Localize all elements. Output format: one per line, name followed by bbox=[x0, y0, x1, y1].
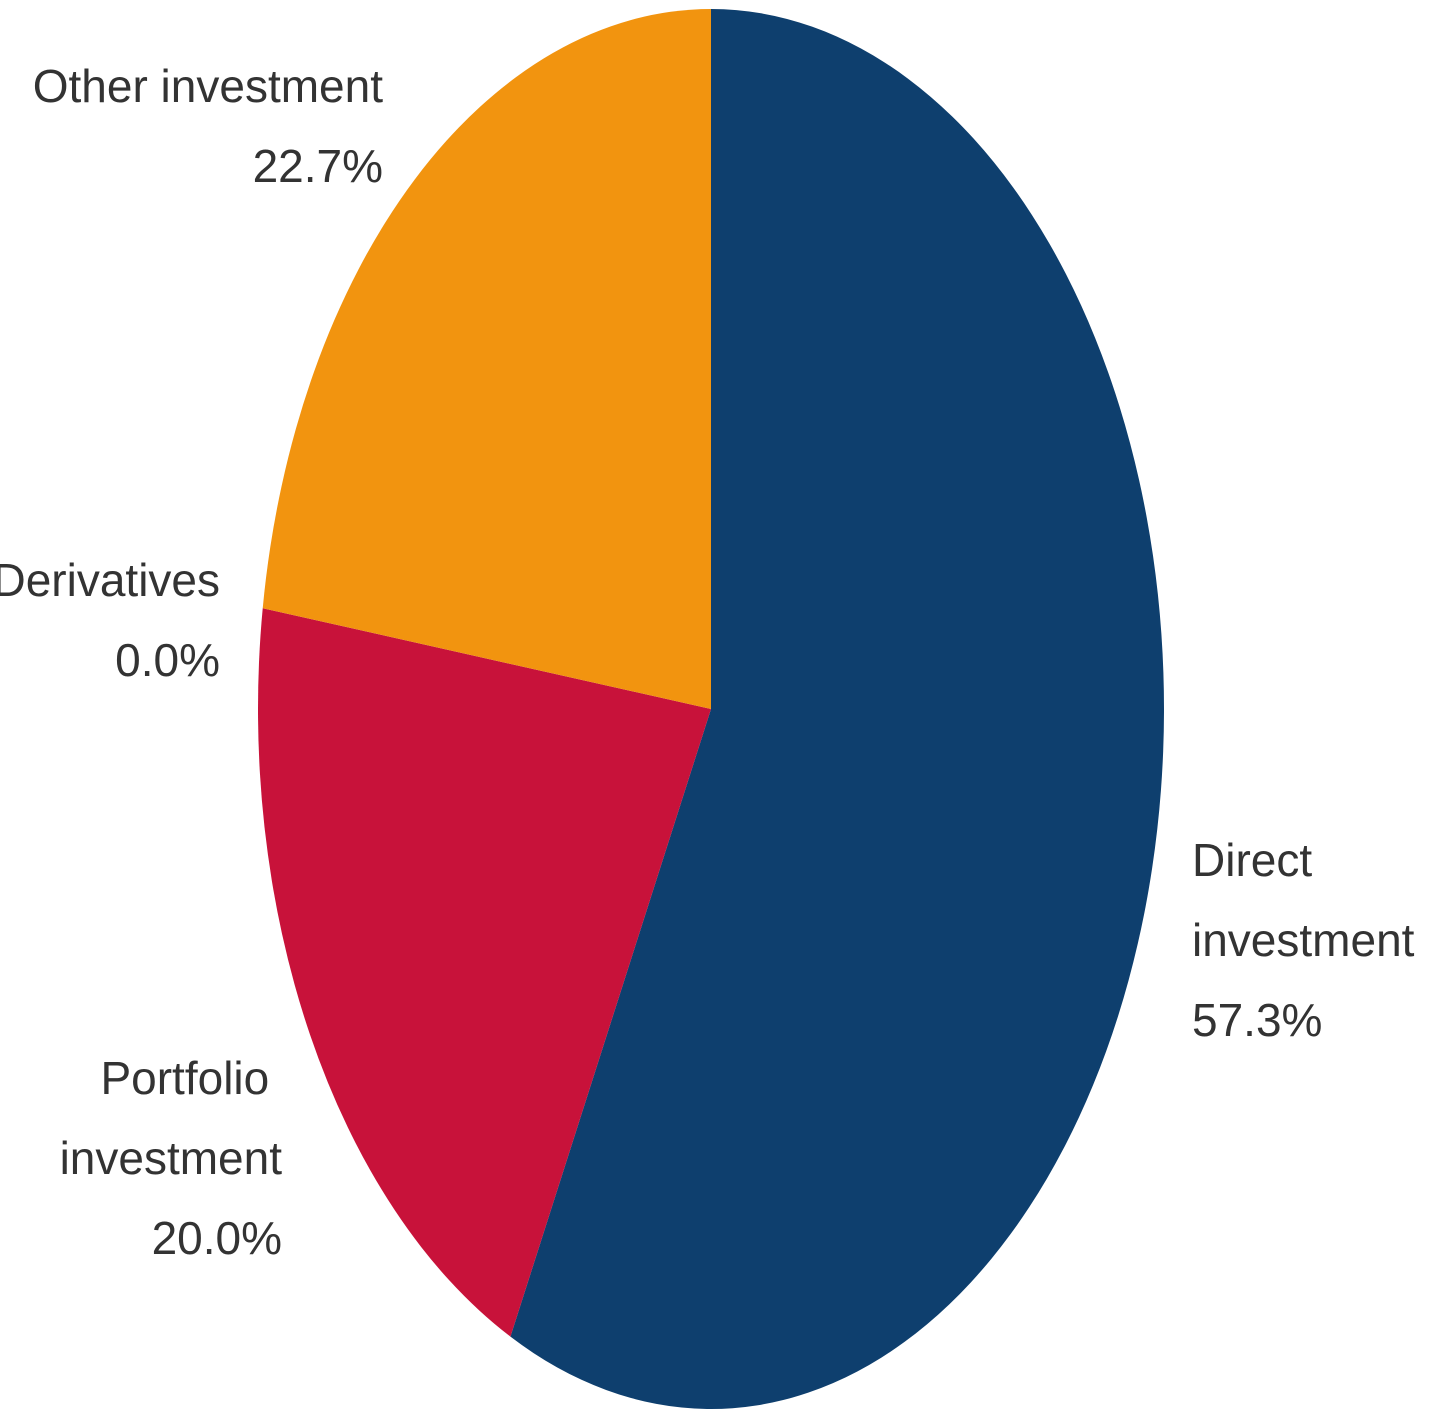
label-line: Direct bbox=[1192, 834, 1325, 886]
pie-slice bbox=[262, 9, 711, 709]
slice-label: Portfolio investment bbox=[60, 1052, 283, 1184]
slice-label: Other investment bbox=[33, 60, 383, 112]
slice-label: Derivatives bbox=[0, 554, 220, 606]
slice-value-label: 0.0% bbox=[115, 634, 220, 686]
slice-value-label: 57.3% bbox=[1192, 994, 1322, 1046]
slice-value-label: 20.0% bbox=[152, 1212, 282, 1264]
slice-value-label: 22.7% bbox=[253, 140, 383, 192]
label-line: Portfolio bbox=[100, 1052, 282, 1104]
pie-slice bbox=[258, 608, 711, 1337]
label-line: investment bbox=[60, 1132, 283, 1184]
label-line: investment bbox=[1192, 914, 1415, 966]
slice-label: Direct investment bbox=[1192, 834, 1415, 966]
pie-slice bbox=[510, 9, 1164, 1409]
